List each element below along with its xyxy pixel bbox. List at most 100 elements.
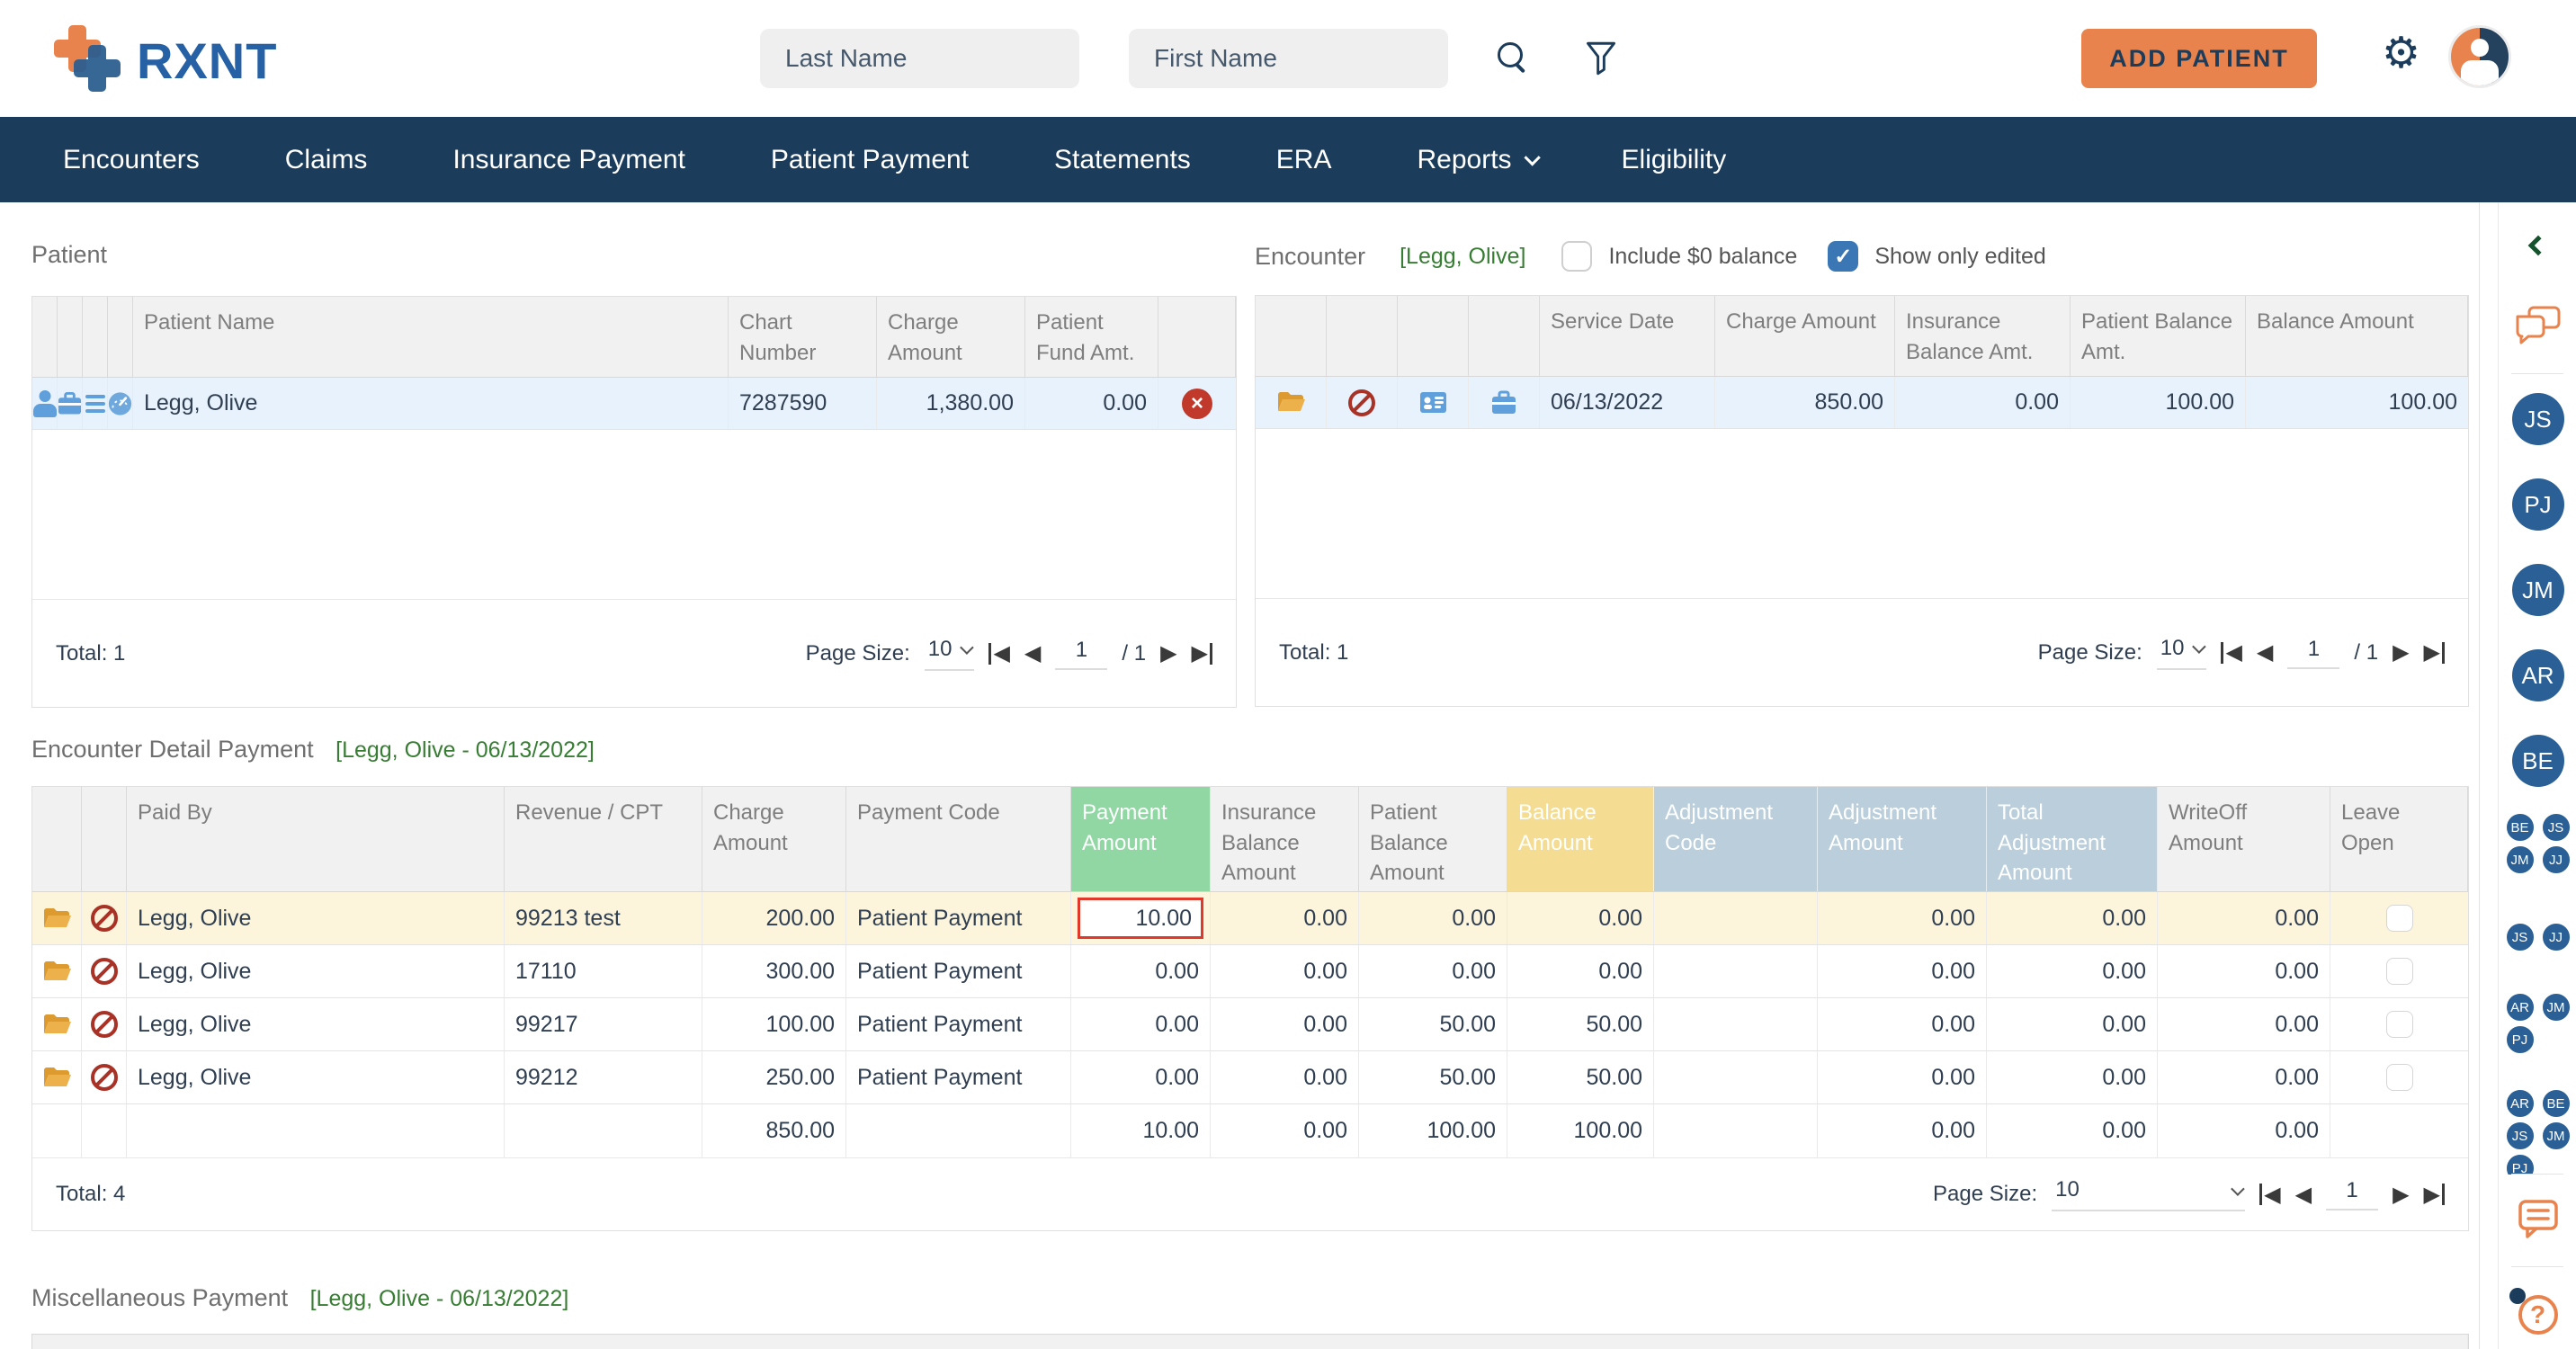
adjustment-amount-cell[interactable]: 0.00	[1818, 892, 1987, 944]
adjustment-amount-cell[interactable]: 0.00	[1818, 945, 1987, 997]
detail-row[interactable]: Legg, Olive 99212 250.00 Patient Payment…	[32, 1051, 2468, 1104]
delete-icon[interactable]: ×	[1182, 388, 1212, 419]
chat-avatar-small[interactable]: JS	[2540, 812, 2572, 843]
case-icon[interactable]	[1469, 377, 1540, 428]
first-page-button[interactable]: ◀	[2221, 639, 2242, 666]
writeoff-cell[interactable]: 0.00	[2158, 892, 2330, 944]
feedback-icon[interactable]	[2499, 1199, 2576, 1240]
prev-page-button[interactable]: ◀	[2294, 1182, 2312, 1207]
writeoff-cell[interactable]: 0.00	[2158, 945, 2330, 997]
rxnt-logo[interactable]: RXNT	[54, 25, 277, 95]
next-page-button[interactable]: ▶	[2393, 640, 2410, 665]
nav-reports[interactable]: Reports	[1417, 145, 1541, 175]
chat-avatar[interactable]: JS	[2511, 393, 2564, 445]
case-icon[interactable]	[58, 378, 83, 429]
filter-icon[interactable]	[1586, 41, 1616, 76]
nav-claims[interactable]: Claims	[284, 144, 368, 174]
chat-avatar[interactable]: AR	[2511, 649, 2564, 701]
page-number-input[interactable]: 1	[2326, 1178, 2379, 1211]
add-patient-button[interactable]: ADD PATIENT	[2081, 29, 2317, 88]
chat-group[interactable]: AR JM PJ	[2499, 992, 2576, 1055]
adjustment-code-cell[interactable]	[1654, 998, 1818, 1050]
leave-open-checkbox[interactable]	[2385, 958, 2413, 985]
chat-avatar[interactable]: PJ	[2511, 478, 2564, 531]
adjustment-amount-cell[interactable]: 0.00	[1818, 998, 1987, 1050]
chat-avatar-small[interactable]: PJ	[2504, 1024, 2536, 1055]
chat-avatar-small[interactable]: JS	[2504, 922, 2536, 952]
adjustment-amount-cell[interactable]: 0.00	[1818, 1051, 1987, 1103]
detail-row[interactable]: Legg, Olive 99217 100.00 Patient Payment…	[32, 998, 2468, 1051]
person-icon[interactable]	[32, 390, 57, 417]
nav-insurance-payment[interactable]: Insurance Payment	[452, 144, 685, 174]
adjustment-code-cell[interactable]	[1654, 892, 1818, 944]
chat-group[interactable]: BE JS JM JJ	[2499, 812, 2576, 875]
block-icon[interactable]	[1348, 389, 1375, 416]
prev-page-button[interactable]: ◀	[1024, 641, 1042, 666]
first-name-input[interactable]	[1129, 29, 1448, 88]
next-page-button[interactable]: ▶	[2393, 1182, 2410, 1207]
user-avatar[interactable]	[2448, 25, 2511, 88]
chat-avatar-small[interactable]: JM	[2540, 992, 2572, 1023]
payment-amount-cell[interactable]: 0.00	[1071, 1051, 1211, 1103]
show-only-edited-checkbox[interactable]: ✓	[1828, 241, 1859, 272]
first-page-button[interactable]: ◀	[2259, 1182, 2281, 1208]
include-zero-balance-checkbox[interactable]	[1561, 241, 1593, 272]
chat-avatar-small[interactable]: JS	[2504, 1121, 2536, 1151]
chat-group[interactable]: AR BE JS JM PJ	[2499, 1088, 2576, 1175]
nav-era[interactable]: ERA	[1275, 144, 1332, 174]
chat-avatar-small[interactable]: JM	[2504, 844, 2536, 875]
block-icon[interactable]	[90, 905, 118, 932]
gear-icon[interactable]: ⚙	[2382, 30, 2421, 77]
last-page-button[interactable]: ▶	[1192, 640, 1212, 666]
patient-row[interactable]: Legg, Olive 7287590 1,380.00 0.00 ×	[32, 378, 1236, 430]
chat-avatar-small[interactable]: JJ	[2540, 844, 2572, 875]
chat-avatar-small[interactable]: AR	[2504, 1088, 2536, 1119]
leave-open-checkbox[interactable]	[2385, 905, 2413, 932]
last-name-input[interactable]	[760, 29, 1079, 88]
folder-icon[interactable]	[1256, 377, 1327, 428]
block-icon[interactable]	[90, 1064, 118, 1091]
idcard-icon[interactable]	[1398, 377, 1469, 428]
chat-avatar-small[interactable]: AR	[2504, 992, 2536, 1023]
block-icon[interactable]	[90, 1011, 118, 1038]
chat-group[interactable]: JS JJ	[2499, 922, 2576, 952]
detail-row[interactable]: Legg, Olive 99213 test 200.00 Patient Pa…	[32, 892, 2468, 945]
nav-statements[interactable]: Statements	[1054, 144, 1191, 174]
chat-icon[interactable]	[2499, 306, 2576, 351]
chat-avatar-small[interactable]: JM	[2540, 1121, 2572, 1151]
chat-avatar[interactable]: JM	[2511, 564, 2564, 616]
adjustment-code-cell[interactable]	[1654, 945, 1818, 997]
writeoff-cell[interactable]: 0.00	[2158, 998, 2330, 1050]
leave-open-checkbox[interactable]	[2385, 1011, 2413, 1038]
chat-avatar-small[interactable]: BE	[2504, 812, 2536, 843]
payment-amount-cell[interactable]: 0.00	[1071, 945, 1211, 997]
folder-icon[interactable]	[32, 1051, 82, 1103]
page-size-select[interactable]: 10	[924, 637, 975, 671]
folder-icon[interactable]	[32, 998, 82, 1050]
folder-icon[interactable]	[32, 892, 82, 944]
adjustment-code-cell[interactable]	[1654, 1051, 1818, 1103]
block-icon[interactable]	[90, 958, 118, 985]
page-number-input[interactable]: 1	[2287, 637, 2340, 669]
last-page-button[interactable]: ▶	[2424, 639, 2445, 666]
help-icon[interactable]: ?	[2518, 1295, 2558, 1335]
menu-icon[interactable]	[85, 394, 105, 413]
leave-open-checkbox[interactable]	[2385, 1064, 2413, 1091]
chat-avatar-small[interactable]: BE	[2540, 1088, 2572, 1119]
search-icon[interactable]	[1498, 42, 1530, 75]
page-size-select[interactable]: 10	[2052, 1177, 2246, 1211]
page-size-select[interactable]: 10	[2156, 636, 2207, 670]
encounter-row[interactable]: 06/13/2022 850.00 0.00 100.00 100.00	[1256, 377, 2468, 429]
nav-eligibility[interactable]: Eligibility	[1621, 144, 1727, 174]
writeoff-cell[interactable]: 0.00	[2158, 1051, 2330, 1103]
collapse-sidebar-icon[interactable]	[2527, 235, 2548, 256]
nav-patient-payment[interactable]: Patient Payment	[770, 144, 970, 174]
payment-amount-input[interactable]	[1078, 898, 1203, 939]
page-number-input[interactable]: 1	[1055, 638, 1108, 670]
first-page-button[interactable]: ◀	[988, 640, 1010, 666]
payment-amount-cell[interactable]: 0.00	[1071, 998, 1211, 1050]
nav-encounters[interactable]: Encounters	[63, 144, 200, 174]
detail-row[interactable]: Legg, Olive 17110 300.00 Patient Payment…	[32, 945, 2468, 998]
folder-icon[interactable]	[32, 945, 82, 997]
chat-avatar[interactable]: BE	[2511, 735, 2564, 787]
